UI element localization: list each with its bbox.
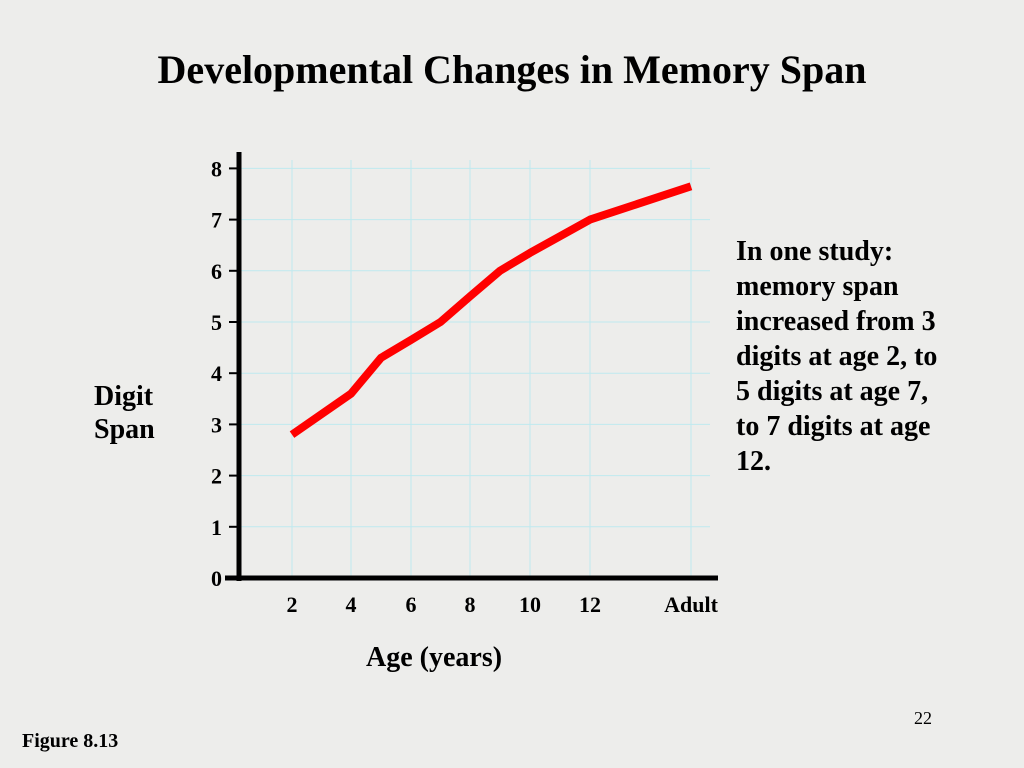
y-axis-label-line1: Digit	[94, 381, 154, 412]
memory-span-line	[289, 182, 693, 438]
y-tick-label: 2	[211, 464, 222, 489]
x-tick-label: 8	[465, 592, 476, 617]
x-tick-label: 6	[406, 592, 417, 617]
x-tick-label: Adult	[664, 592, 718, 617]
slide-title: Developmental Changes in Memory Span	[157, 47, 867, 92]
y-tick-label: 5	[211, 310, 222, 335]
x-tick-label: 2	[287, 592, 298, 617]
x-axis-label: Age (years)	[366, 642, 503, 673]
page-number: 22	[914, 708, 932, 728]
y-tick-label: 1	[211, 515, 222, 540]
y-tick-label: 0	[211, 566, 222, 591]
figure-label: Figure 8.13	[22, 730, 119, 752]
y-tick-label: 7	[211, 208, 222, 233]
x-tick-label: 10	[519, 592, 541, 617]
y-tick-label: 4	[211, 361, 222, 386]
y-tick-label: 6	[211, 259, 222, 284]
study-note: In one study: memory span increased from…	[736, 236, 938, 477]
y-axis-label-line2: Span	[94, 414, 155, 445]
x-tick-label: 4	[346, 592, 357, 617]
y-tick-label: 3	[211, 412, 222, 437]
x-tick-label: 12	[579, 592, 601, 617]
y-axis-label: Digit Span	[94, 380, 155, 446]
y-tick-label: 8	[211, 156, 222, 181]
